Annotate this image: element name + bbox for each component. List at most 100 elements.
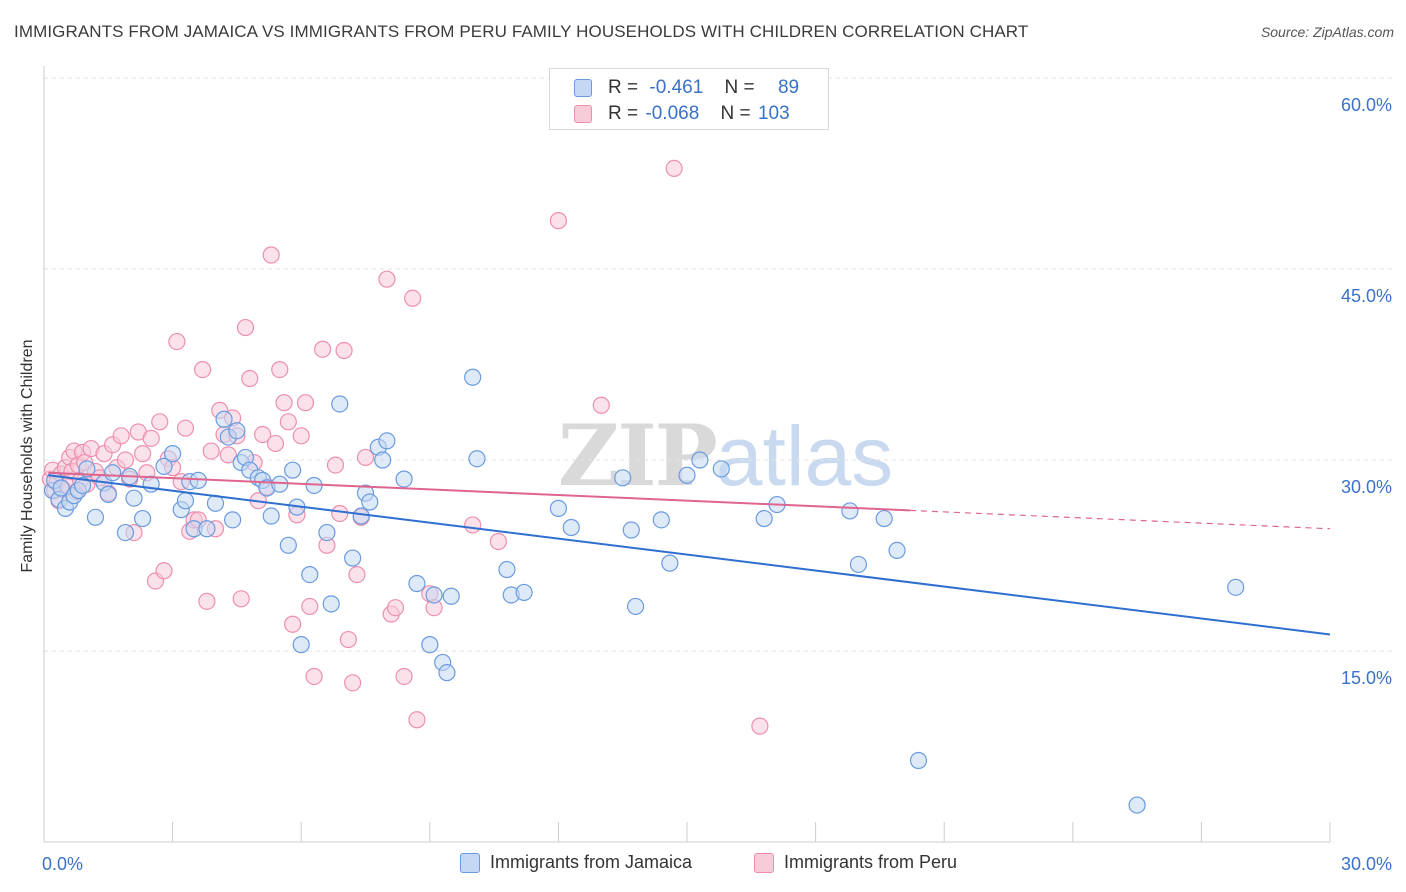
peru-point (378, 270, 396, 288)
jamaica-point (425, 586, 443, 604)
jamaica-point (361, 493, 379, 511)
jamaica-point (849, 555, 868, 574)
peru-point (348, 565, 366, 584)
jamaica-point (52, 479, 70, 497)
peru-point (279, 413, 297, 431)
peru-point (262, 246, 280, 264)
r-label: R = (608, 77, 639, 98)
jamaica-point (661, 554, 679, 572)
n-label: N = (720, 103, 751, 124)
jamaica-point (421, 636, 439, 654)
jamaica-point (331, 395, 349, 413)
jamaica-point (395, 470, 413, 488)
stats-text-peru: R = -0.068 N = 103 (608, 103, 790, 125)
jamaica-point (498, 560, 516, 579)
peru-point (116, 451, 135, 469)
peru-point (292, 427, 310, 445)
peru-point (168, 332, 186, 351)
peru-point (356, 448, 375, 467)
jamaica-point (198, 520, 216, 538)
peru-point (305, 667, 323, 686)
peru-point (464, 516, 482, 534)
jamaica-legend-swatch (460, 853, 480, 873)
peru-point (194, 360, 212, 379)
jamaica-point (374, 451, 392, 469)
jamaica-point (176, 492, 195, 510)
peru-point (112, 427, 130, 445)
watermark: ZIPatlas (558, 406, 893, 505)
jamaica-point (909, 751, 928, 770)
jamaica-point (755, 509, 773, 528)
jamaica-point (99, 485, 117, 503)
x-tick-label: 30.0% (1341, 854, 1392, 874)
jamaica-point (875, 509, 893, 528)
peru-point (133, 445, 152, 463)
y-tick-label: 45.0% (1341, 286, 1392, 306)
peru-point (408, 711, 426, 729)
peru-trend-line (48, 471, 910, 512)
n-value: 103 (757, 103, 790, 124)
peru-point (301, 597, 319, 616)
peru-point (314, 340, 332, 358)
jamaica-swatch (574, 79, 592, 97)
peru-point (275, 394, 293, 412)
peru-trend-line-extension (909, 509, 1331, 530)
jamaica-point (1227, 578, 1245, 596)
peru-point (549, 212, 568, 230)
jamaica-point (515, 583, 533, 602)
jamaica-trend-line (48, 474, 1331, 636)
jamaica-point (626, 597, 645, 616)
peru-point (271, 360, 289, 379)
peru-point (236, 318, 255, 337)
jamaica-point (215, 410, 233, 428)
source-label: Source: ZipAtlas.com (1260, 24, 1394, 40)
watermark-zip: ZIP (558, 406, 718, 505)
jamaica-point (284, 461, 302, 479)
jamaica-point (468, 450, 486, 468)
chart-title: IMMIGRANTS FROM JAMAICA VS IMMIGRANTS FR… (14, 22, 1029, 41)
peru-point (241, 369, 259, 388)
jamaica-point (408, 574, 426, 593)
jamaica-point (442, 587, 460, 605)
peru-legend-swatch (754, 853, 774, 873)
jamaica-point (125, 489, 143, 507)
jamaica-point (318, 523, 336, 542)
peru-point (339, 630, 357, 649)
jamaica-point (438, 664, 456, 682)
jamaica-point (78, 460, 96, 478)
peru-point (202, 442, 220, 460)
peru-point (489, 532, 507, 551)
peru-point (198, 592, 216, 610)
jamaica-point (352, 507, 370, 525)
jamaica-point (464, 368, 482, 386)
jamaica-point (103, 464, 122, 482)
jamaica-point (888, 541, 906, 560)
watermark-atlas: atlas (715, 409, 894, 503)
y-tick-label: 30.0% (1341, 477, 1392, 497)
peru-point (219, 446, 237, 464)
jamaica-point (344, 549, 362, 567)
peru-point (326, 456, 345, 474)
jamaica-point (652, 511, 670, 529)
jamaica-point (622, 521, 640, 539)
stats-legend: R = -0.461 N = 89 R = -0.068 N = 103 (549, 68, 829, 130)
x-tick-label: 0.0% (42, 854, 83, 874)
jamaica-point (1128, 796, 1146, 814)
y-axis-label: Family Households with Children (19, 339, 36, 573)
peru-point (142, 429, 160, 447)
jamaica-point (378, 432, 396, 450)
jamaica-point (262, 507, 280, 525)
peru-point (254, 425, 272, 444)
peru-point (592, 396, 610, 414)
jamaica-point (228, 422, 246, 440)
peru-point (751, 717, 769, 735)
jamaica-point (224, 511, 242, 529)
r-label: R = (608, 103, 639, 124)
r-value: -0.461 (649, 77, 704, 98)
jamaica-point (155, 457, 173, 475)
jamaica-point (301, 565, 319, 584)
jamaica-point (322, 595, 340, 613)
jamaica-point (164, 445, 182, 463)
legend-label-jamaica: Immigrants from Jamaica (490, 852, 693, 872)
